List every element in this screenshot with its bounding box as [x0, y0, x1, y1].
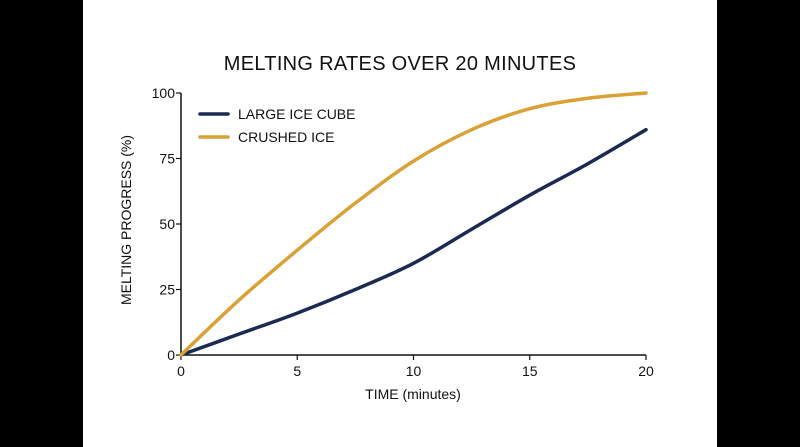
series-layer	[179, 91, 648, 357]
legend-label-large-ice-cube: LARGE ICE CUBE	[238, 106, 355, 122]
x-axis-label: TIME (minutes)	[365, 386, 461, 402]
y-axis-label: MELTING PROGRESS (%)	[118, 135, 134, 305]
y-tick-label: 50	[159, 216, 175, 232]
x-tick-label: 15	[522, 363, 538, 379]
x-tick-label: 0	[177, 363, 185, 379]
y-tick-label: 0	[167, 347, 175, 363]
legend-label-crushed-ice: CRUSHED ICE	[238, 129, 334, 145]
chart-title: MELTING RATES OVER 20 MINUTES	[224, 53, 576, 75]
y-tick-label: 25	[159, 282, 175, 298]
series-line-large-ice-cube	[179, 127, 648, 357]
chart-card: MELTING RATES OVER 20 MINUTES 0 5 10 15 20 0 2…	[83, 0, 717, 447]
line-chart: MELTING RATES OVER 20 MINUTES 0 5 10 15 20 0 2…	[118, 53, 654, 402]
legend: LARGE ICE CUBE CRUSHED ICE	[198, 106, 355, 145]
x-tick-label: 10	[406, 363, 422, 379]
x-tick-label: 5	[293, 363, 301, 379]
axes: 0 5 10 15 20 0 25 50 75 100	[152, 85, 654, 379]
x-tick-label: 20	[638, 363, 654, 379]
series-line-crushed-ice	[179, 91, 648, 357]
y-tick-label: 100	[152, 85, 176, 101]
y-tick-label: 75	[159, 151, 175, 167]
